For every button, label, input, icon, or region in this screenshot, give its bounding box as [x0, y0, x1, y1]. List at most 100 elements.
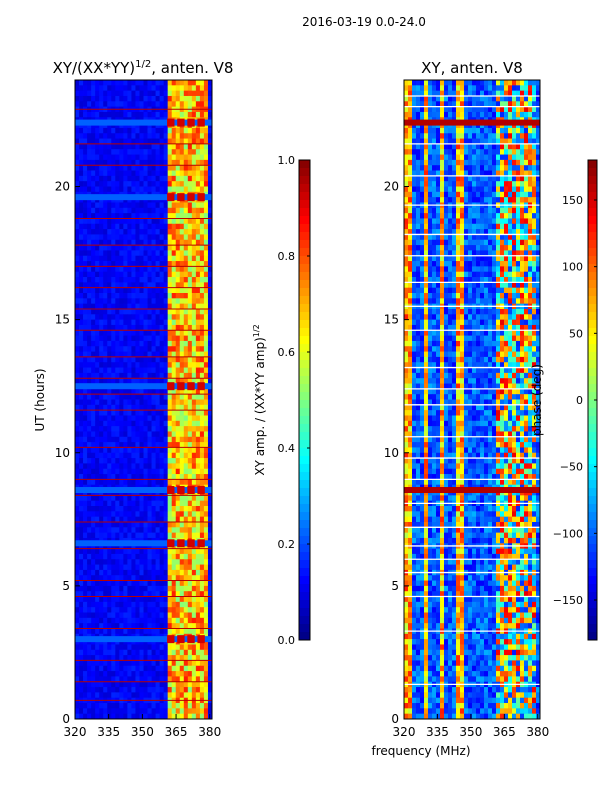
heatmap-cell: [127, 340, 132, 347]
heatmap-cell: [139, 346, 144, 352]
heatmap-cell: [147, 367, 152, 374]
heatmap-cell: [107, 388, 112, 395]
heatmap-cell: [151, 692, 156, 699]
heatmap-cell: [520, 133, 525, 139]
heatmap-cell: [191, 404, 197, 411]
heatmap-cell: [147, 234, 152, 241]
heatmap-cell: [199, 553, 205, 560]
heatmap-cell: [87, 293, 92, 299]
colorbar-segment: [299, 304, 310, 313]
heatmap-cell: [151, 154, 156, 161]
heatmap-cell: [151, 612, 156, 619]
heatmap-cell: [119, 596, 124, 603]
heatmap-cell: [139, 362, 144, 368]
heatmap-cell: [187, 585, 193, 592]
heatmap-cell: [95, 410, 100, 416]
heatmap-cell: [115, 239, 120, 246]
heatmap-cell: [79, 692, 84, 699]
heatmap-cell: [488, 111, 493, 118]
heatmap-cell: [488, 186, 493, 193]
heatmap-cell: [139, 213, 144, 219]
heatmap-cell: [115, 181, 120, 187]
heatmap-cell: [163, 330, 169, 336]
heatmap-cell: [504, 111, 509, 118]
heatmap-cell: [440, 191, 445, 198]
heatmap-cell: [520, 181, 525, 187]
heatmap-cell: [147, 452, 152, 459]
heatmap-cell: [159, 458, 165, 464]
heatmap-cell: [175, 463, 181, 470]
heatmap-cell: [155, 202, 161, 209]
heatmap-cell: [87, 287, 92, 294]
heatmap-cell: [107, 404, 112, 411]
heatmap-cell: [187, 308, 193, 315]
heatmap-cell: [87, 442, 92, 448]
heatmap-cell: [516, 133, 521, 139]
heatmap-cell: [83, 394, 88, 400]
heatmap-cell: [163, 431, 169, 438]
heatmap-cell: [195, 351, 201, 358]
heatmap-cell: [171, 388, 177, 395]
heatmap-cell: [179, 372, 185, 379]
heatmap-cell: [207, 511, 213, 518]
heatmap-cell: [191, 628, 197, 635]
heatmap-cell: [175, 340, 181, 347]
heatmap-cell: [131, 415, 136, 422]
heatmap-cell: [468, 165, 473, 171]
heatmap-cell: [195, 580, 201, 587]
heatmap-cell: [203, 335, 209, 342]
heatmap-cell: [139, 692, 144, 699]
heatmap-cell: [159, 335, 165, 342]
heatmap-cell: [131, 303, 136, 310]
heatmap-cell: [131, 660, 136, 667]
heatmap-cell: [199, 378, 205, 384]
heatmap-cell: [159, 85, 165, 92]
heatmap-cell: [179, 271, 185, 278]
heatmap-cell: [115, 713, 120, 720]
heatmap-cell: [139, 452, 144, 459]
heatmap-cell: [95, 346, 100, 352]
heatmap-cell: [79, 591, 84, 597]
heatmap-cell: [91, 149, 96, 155]
heatmap-cell: [115, 303, 120, 310]
heatmap-cell: [139, 665, 144, 672]
heatmap-cell: [151, 202, 156, 209]
heatmap-cell: [95, 298, 100, 305]
heatmap-cell: [203, 410, 209, 416]
heatmap-cell: [203, 133, 209, 139]
heatmap-cell: [131, 607, 136, 613]
heatmap-cell: [452, 90, 457, 97]
heatmap-cell: [143, 308, 148, 315]
heatmap-cell: [95, 681, 100, 688]
heatmap-cell: [147, 426, 152, 432]
heatmap-cell: [87, 149, 92, 155]
heatmap-cell: [123, 628, 128, 635]
heatmap-cell: [424, 80, 429, 86]
heatmap-cell: [195, 452, 201, 459]
heatmap-cell: [115, 458, 120, 464]
heatmap-cell: [203, 293, 209, 299]
heatmap-cell: [99, 479, 104, 486]
heatmap-cell: [195, 287, 201, 294]
heatmap-cell: [524, 191, 529, 198]
heatmap-cell: [155, 681, 161, 688]
heatmap-cell: [111, 293, 116, 299]
heatmap-cell: [163, 500, 169, 507]
heatmap-cell: [127, 607, 132, 613]
heatmap-cell: [135, 660, 140, 667]
heatmap-cell: [179, 580, 185, 587]
heatmap-cell: [496, 186, 501, 193]
heatmap-cell: [436, 106, 441, 113]
heatmap-cell: [187, 181, 193, 187]
heatmap-cell: [199, 133, 205, 139]
heatmap-cell: [191, 330, 197, 336]
heatmap-cell: [91, 239, 96, 246]
heatmap-cell: [175, 186, 181, 193]
heatmap-cell: [179, 293, 185, 299]
heatmap-cell: [183, 628, 189, 635]
heatmap-cell: [75, 463, 80, 470]
heatmap-cell: [103, 708, 108, 715]
heatmap-cell: [107, 293, 112, 299]
heatmap-cell: [512, 154, 517, 161]
heatmap-cell: [123, 308, 128, 315]
